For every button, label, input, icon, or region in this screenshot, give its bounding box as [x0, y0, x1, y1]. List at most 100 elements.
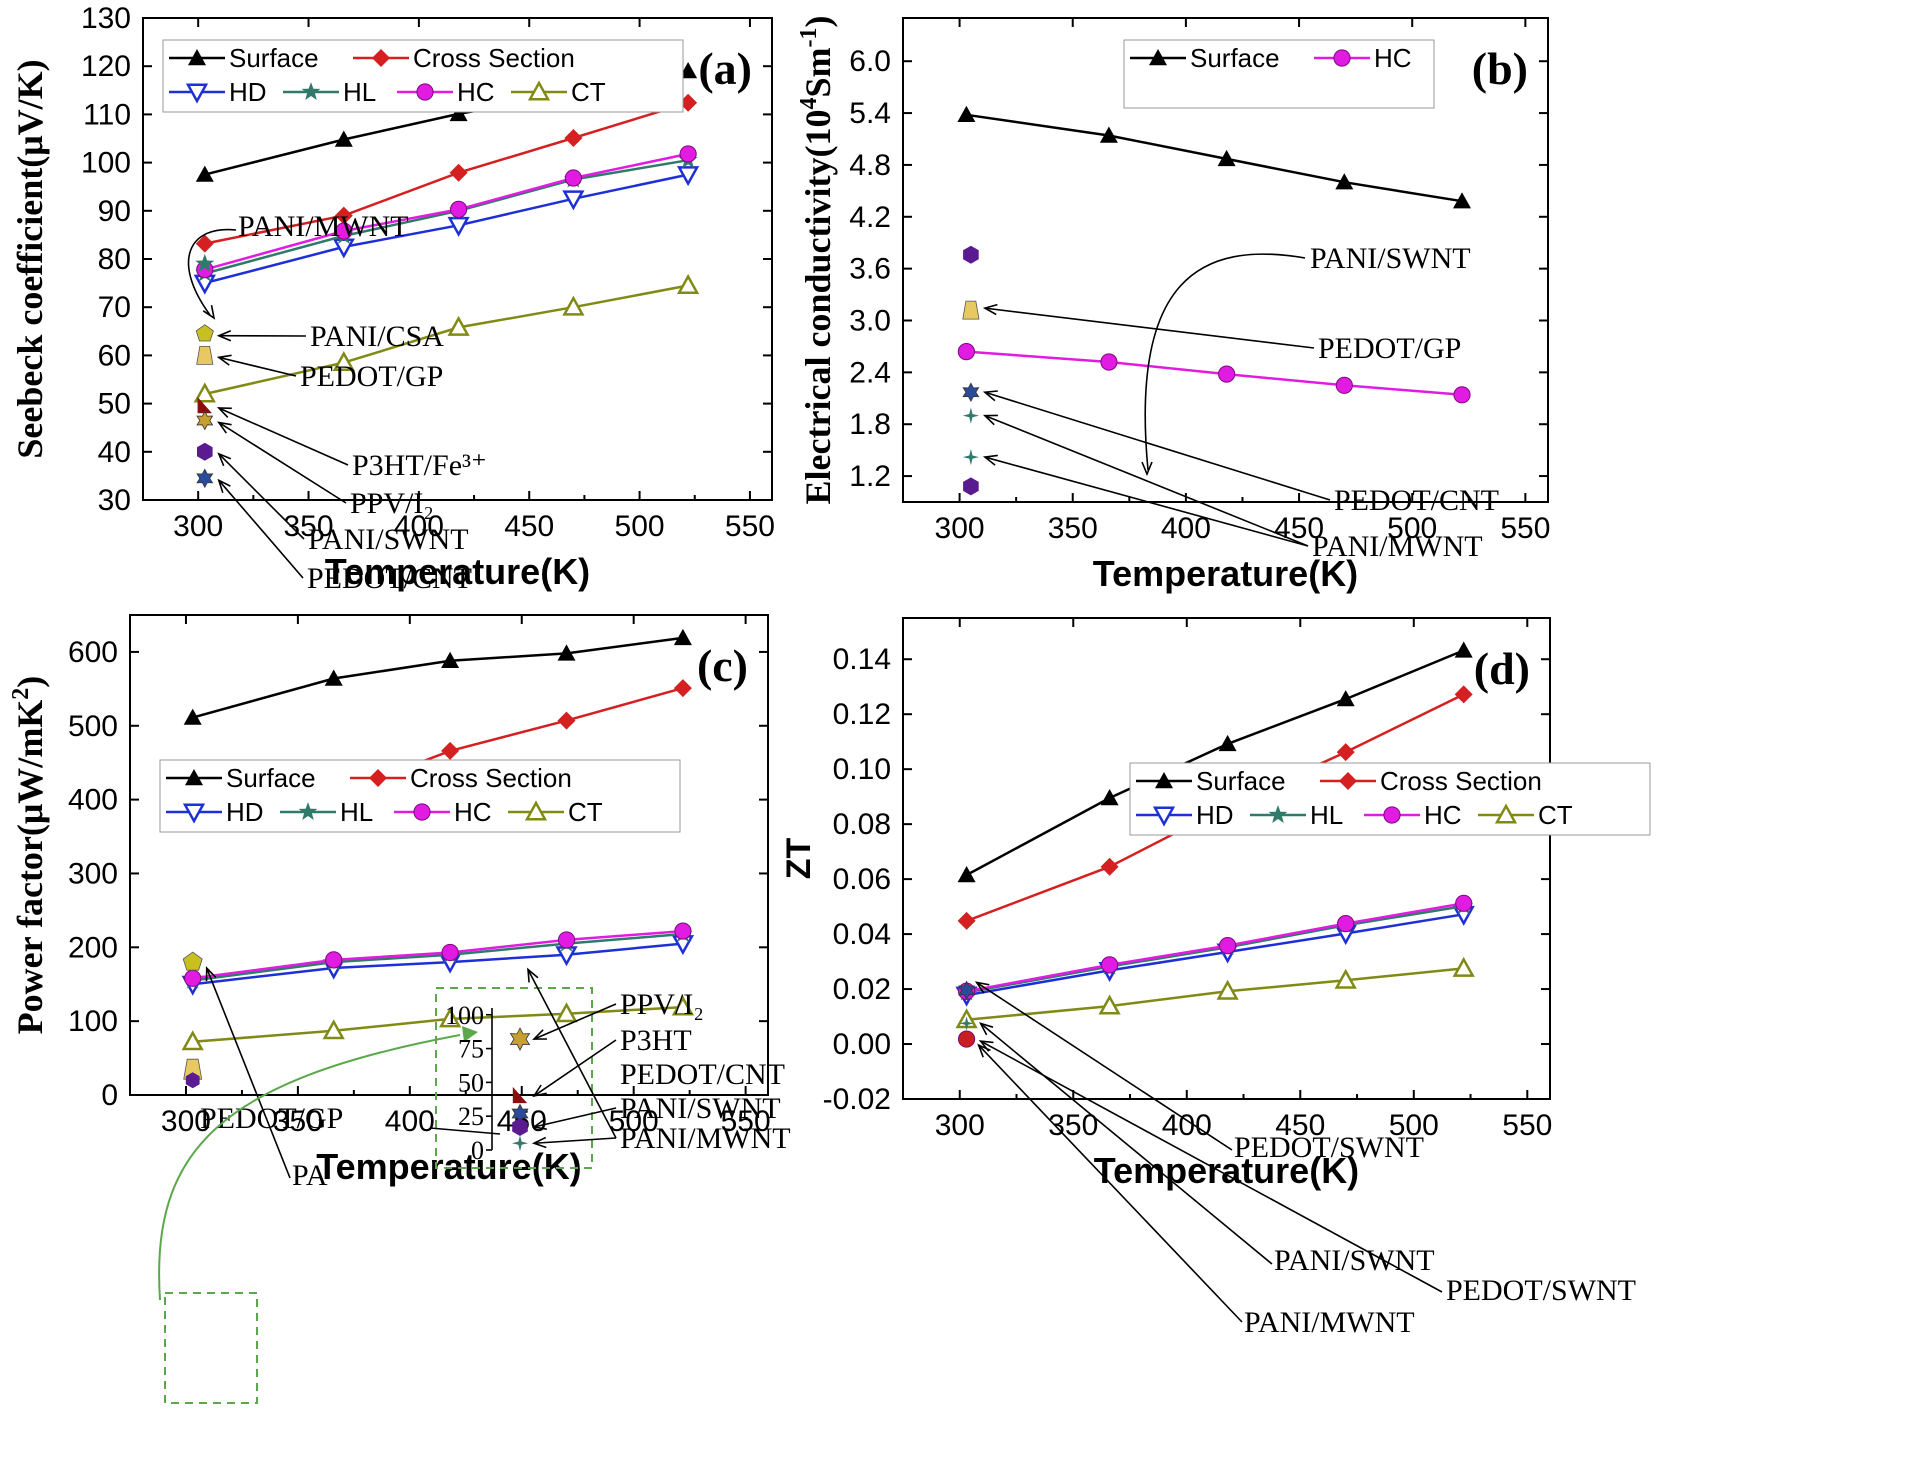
data-point [332, 351, 355, 372]
annotation-arrow-head [216, 354, 232, 366]
data-point [193, 382, 216, 403]
y-tick-label: 400 [68, 784, 118, 817]
series-line-hl [966, 904, 1464, 994]
data-point [1100, 956, 1119, 974]
y-axis-label: Seebeck coefficient(μV/K) [10, 59, 50, 458]
annotation-arrow-head [982, 303, 998, 316]
legend-marker [301, 82, 321, 100]
data-point [334, 206, 353, 225]
y-tick-label: 120 [81, 50, 131, 83]
data-point [438, 1007, 462, 1028]
data-point [674, 922, 692, 940]
data-point [1336, 743, 1355, 762]
y-tick-label: 110 [83, 98, 131, 131]
legend-marker [1152, 806, 1176, 827]
legend-marker [182, 803, 206, 824]
legend-label: HD [229, 77, 267, 107]
legend-label: Cross Section [410, 763, 572, 793]
inset-arrow [533, 1003, 617, 1040]
x-tick-label: 400 [1162, 1109, 1212, 1142]
y-tick-label: 2.4 [849, 356, 891, 389]
legend-label: HC [1424, 800, 1462, 830]
y-tick-label: 6.0 [849, 45, 891, 78]
annotation-label: PPV/I₂ [350, 487, 434, 520]
legend-label: HL [340, 797, 373, 827]
y-tick-label: 0.04 [833, 918, 891, 951]
data-point [1336, 690, 1355, 707]
legend-label: Surface [229, 43, 319, 73]
x-tick-label: 400 [394, 510, 444, 543]
y-tick-label: 80 [98, 243, 131, 276]
inset-label: P3HT [620, 1024, 692, 1057]
annotation-arrow-head [217, 452, 232, 467]
x-tick-label: 500 [1389, 1109, 1439, 1142]
literature-point [196, 410, 214, 431]
y-tick-label: 0.10 [833, 753, 891, 786]
data-point [679, 93, 698, 112]
y-tick-label: 50 [98, 388, 131, 421]
data-point [676, 273, 700, 294]
inset-tick-label: 0 [471, 1136, 484, 1165]
y-tick-label: 1.2 [849, 460, 891, 493]
x-tick-label: 350 [273, 1105, 323, 1138]
inset-arrow-head [532, 1084, 547, 1098]
x-tick-label: 300 [161, 1105, 211, 1138]
data-point [676, 166, 700, 187]
inset-label: PANI/MWNT [620, 1122, 791, 1155]
x-axis-label: Temperature(K) [325, 551, 590, 592]
literature-point [197, 397, 212, 414]
annotation-arrow-head [217, 478, 231, 493]
annotation-label: PANI/SWNT [308, 523, 469, 556]
inset-arrow-head [532, 1029, 548, 1040]
annotation-arrow [977, 1044, 1243, 1323]
y-tick-label: 0.00 [833, 1028, 891, 1061]
data-point [957, 105, 976, 122]
data-point [184, 969, 202, 987]
annotation-arrow [218, 356, 297, 377]
data-point [449, 104, 468, 122]
legend-marker [524, 800, 548, 821]
y-label-part: ) [798, 16, 838, 28]
inset-tick-label: 50 [458, 1068, 484, 1097]
data-point [562, 190, 585, 211]
inset-arrow [527, 969, 617, 1139]
y-tick-label: 1.8 [849, 408, 891, 441]
y-axis-label: ZT [780, 838, 818, 880]
legend-marker [1155, 772, 1173, 789]
y-tick-label: 0.02 [833, 973, 891, 1006]
series-line-hc [966, 902, 1464, 993]
annotation-arrow-head [217, 421, 232, 434]
y-tick-label: 3.0 [849, 305, 891, 338]
x-axis-label: Temperature(K) [1093, 553, 1358, 594]
legend-marker [1149, 49, 1167, 66]
zoom-box [164, 1292, 258, 1404]
legend-marker [369, 769, 387, 787]
data-point [1334, 968, 1357, 989]
annotation-arrow [980, 1040, 1443, 1293]
literature-point [195, 253, 215, 272]
literature-point [962, 449, 979, 466]
data-point [1452, 956, 1475, 977]
series-line-hl [192, 932, 684, 982]
annotation-label: PEDOT/GP [300, 360, 443, 393]
inset-arrow-head [531, 1136, 547, 1149]
data-point [957, 911, 976, 930]
annotation-label: PEDOT/CNT [307, 562, 472, 595]
annotation-label: PEDOT/GP [1318, 332, 1461, 365]
data-point [183, 708, 202, 725]
series-line-surface [192, 636, 684, 719]
series-line-ct [192, 1005, 683, 1044]
y-tick-label: 200 [68, 931, 118, 964]
x-tick-label: 500 [609, 1105, 659, 1138]
y-tick-label: 4.8 [849, 149, 891, 182]
data-point [1100, 789, 1119, 806]
annotation-arrow-head [205, 966, 217, 982]
zoom-connector-head [462, 1026, 478, 1042]
legend-label: HC [1374, 43, 1412, 73]
literature-point [963, 245, 979, 264]
inset-label: PANI/SWNT [620, 1092, 781, 1125]
annotation-arrow [984, 391, 1331, 501]
inset-box [435, 987, 593, 1169]
data-point [557, 711, 576, 730]
